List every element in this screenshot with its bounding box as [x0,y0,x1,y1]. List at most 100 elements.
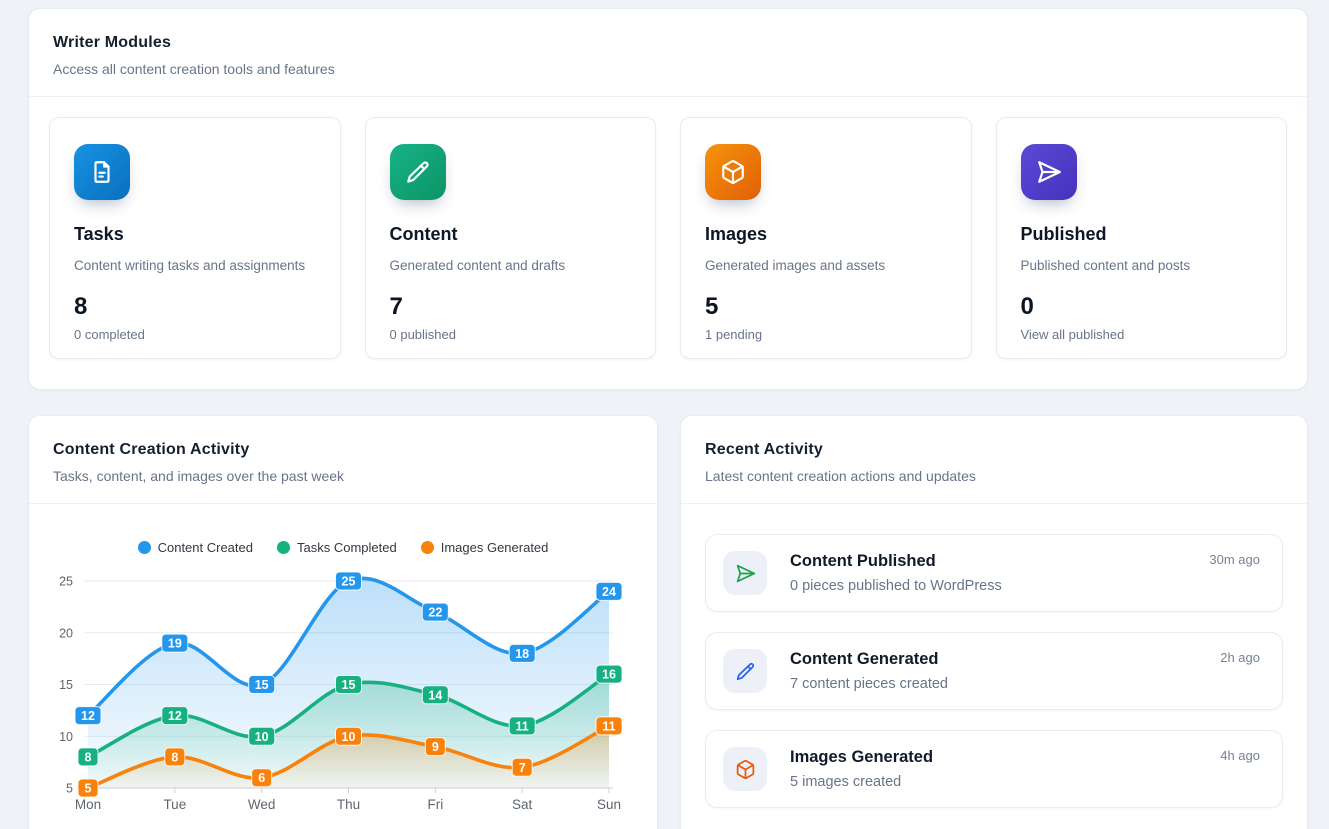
module-value: 7 [389,293,403,321]
module-meta: 0 published [389,327,457,343]
module-card-tasks[interactable]: Tasks Content writing tasks and assignme… [49,117,341,359]
svg-text:Tue: Tue [163,797,186,812]
svg-text:15: 15 [342,678,356,692]
series-tasks-completed-labels: 8 12 10 15 14 11 16 [77,664,623,767]
svg-text:15: 15 [59,678,73,692]
legend-label: Tasks Completed [297,540,397,555]
y-axis: 5 10 15 20 25 [59,575,73,796]
activity-description: 5 images created [790,774,902,790]
svg-text:8: 8 [85,750,92,764]
module-title: Images [705,224,768,244]
svg-text:Sun: Sun [597,797,621,812]
panel-subtitle: Access all content creation tools and fe… [53,61,335,77]
writer-modules-header: Writer Modules Access all content creati… [29,9,1307,97]
module-title: Tasks [74,224,124,244]
svg-text:6: 6 [258,771,265,785]
module-value: 8 [74,293,88,321]
module-icon-tile [389,144,446,200]
activity-list: Content Published 0 pieces published to … [681,504,1307,829]
svg-text:Fri: Fri [427,797,443,812]
panel-title: Writer Modules [53,34,172,51]
svg-text:19: 19 [168,637,182,651]
chart-body: Content Created Tasks Completed Images Gen… [29,540,657,829]
file-text-icon [94,161,110,183]
activity-title: Content Generated [790,650,939,668]
svg-text:Sat: Sat [512,797,533,812]
svg-text:Thu: Thu [337,797,360,812]
box-icon [722,160,744,184]
module-cards-row: Tasks Content writing tasks and assignme… [29,97,1307,385]
module-card-images[interactable]: Images Generated images and assets 5 1 p… [680,117,972,359]
x-axis: Mon Tue Wed Thu Fri Sat Sun [75,787,621,812]
writer-modules-panel: Writer Modules Access all content creati… [28,8,1308,390]
legend-label: Images Generated [440,540,549,555]
pencil-icon [736,662,754,680]
series-images-generated-area [88,725,609,788]
legend-item-content-created[interactable]: Content Created [137,540,253,555]
module-card-published[interactable]: Published Published content and posts 0 … [995,117,1287,359]
activity-line-chart: Mon Tue Wed Thu Fri Sat Sun 5 10 15 20 25 12 19 15 25 22… [59,571,623,812]
module-card-content[interactable]: Content Generated content and drafts 7 0… [364,117,656,359]
legend-label: Content Created [157,540,253,555]
svg-text:7: 7 [519,761,526,775]
legend-item-tasks-completed[interactable]: Tasks Completed [277,540,397,555]
legend-item-images-generated[interactable]: Images Generated [420,540,549,555]
svg-text:16: 16 [602,668,616,682]
legend-dot-images-generated [420,541,434,554]
module-title: Published [1020,224,1107,244]
svg-text:10: 10 [59,730,73,744]
send-icon [736,564,755,582]
svg-text:Mon: Mon [75,797,101,812]
module-description: Published content and posts [1020,258,1191,273]
module-value: 0 [1020,293,1034,321]
module-meta: View all published [1020,327,1125,343]
legend-dot-content-created [137,541,151,554]
chart-subtitle: Tasks, content, and images over the past… [53,468,345,484]
module-description: Content writing tasks and assignments [74,258,306,273]
activity-timestamp: 4h ago [1220,748,1260,763]
activity-timestamp: 30m ago [1209,552,1260,567]
activity-text: Images Generated 5 images created [790,748,1262,790]
activity-chart-card: Content Creation Activity Tasks, content… [28,415,658,829]
chart-title: Content Creation Activity [53,441,250,458]
svg-text:22: 22 [428,606,442,620]
svg-text:12: 12 [168,709,182,723]
activity-item-content-published: Content Published 0 pieces published to … [705,534,1283,612]
module-title: Content [389,224,458,244]
svg-text:10: 10 [342,730,356,744]
series-images-generated-labels: 5 8 6 10 9 7 11 [77,716,623,798]
send-icon [1037,161,1061,183]
svg-text:10: 10 [255,730,269,744]
chart-canvas: Mon Tue Wed Thu Fri Sat Sun 5 10 15 20 25 12 19 15 25 22… [29,559,657,829]
svg-text:Wed: Wed [248,797,276,812]
activity-text: Content Published 0 pieces published to … [790,552,1262,594]
activity-icon-tile [723,747,767,791]
activity-description: 0 pieces published to WordPress [790,578,1002,594]
svg-text:20: 20 [59,626,73,640]
activity-item-content-generated: Content Generated 7 content pieces creat… [705,632,1283,710]
pencil-icon [406,161,429,183]
svg-text:24: 24 [602,585,616,599]
chart-legend: Content Created Tasks Completed Images Gen… [29,540,657,555]
module-description: Generated images and assets [705,258,886,273]
box-icon [736,759,754,779]
activity-title: Images Generated [790,748,934,766]
svg-text:8: 8 [171,750,178,764]
module-icon-tile [705,144,761,200]
svg-text:18: 18 [515,647,529,661]
recent-activity-title: Recent Activity [705,441,823,458]
activity-icon-tile [723,649,767,693]
svg-text:9: 9 [432,740,439,754]
recent-activity-subtitle: Latest content creation actions and upda… [705,468,976,484]
svg-text:15: 15 [255,678,269,692]
activity-description: 7 content pieces created [790,676,948,692]
activity-timestamp: 2h ago [1220,650,1260,665]
recent-activity-header: Recent Activity Latest content creation … [681,416,1307,504]
module-icon-tile [74,144,130,200]
module-icon-tile [1020,144,1077,200]
module-meta: 1 pending [705,327,763,343]
svg-text:5: 5 [85,782,92,796]
activity-chart-header: Content Creation Activity Tasks, content… [29,416,657,504]
activity-text: Content Generated 7 content pieces creat… [790,650,1262,692]
series-content-created-labels: 12 19 15 25 22 18 24 [74,571,623,726]
